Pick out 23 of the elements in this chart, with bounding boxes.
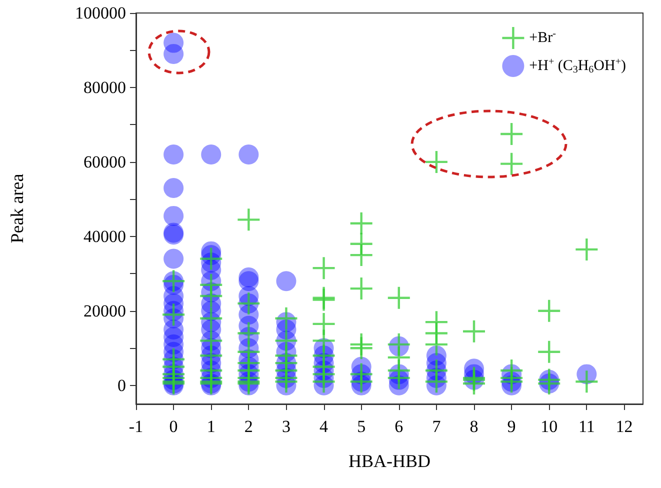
y-tick-label: 80000 [84,78,126,97]
y-tick-label: 40000 [84,226,126,246]
x-tick-label: 5 [357,417,366,436]
x-tick-label: 8 [470,417,478,436]
legend-label: +Br- [529,28,556,46]
x-tick-label: 0 [169,417,178,436]
y-tick-label: 20000 [84,301,126,320]
y-tick-label: 100000 [75,4,126,22]
y-tick-label: 0 [118,376,126,395]
x-tick-label: 6 [394,417,404,436]
x-tick-label: 12 [616,417,633,436]
x-tick-label: -1 [128,417,144,436]
x-tick-label: 10 [540,417,558,436]
x-tick-label: 3 [282,417,290,436]
x-tick-label: 2 [244,417,253,436]
x-tick-label: 7 [432,417,442,436]
y-axis-title: Peak area [7,174,27,244]
x-tick-label: 9 [507,417,516,436]
y-tick-label: 60000 [84,152,126,172]
x-axis-title: HBA-HBD [348,451,431,471]
x-tick-label: 4 [320,417,329,436]
x-tick-label: 1 [206,417,216,436]
x-tick-label: 11 [578,417,595,436]
